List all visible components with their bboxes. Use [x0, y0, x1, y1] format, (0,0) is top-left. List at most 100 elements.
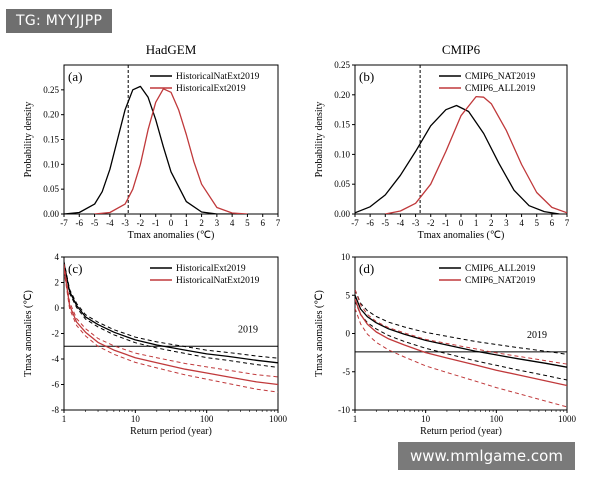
y-tick-label: -2 [52, 329, 60, 339]
panel-label: (a) [68, 69, 82, 84]
series-bound-0 [355, 289, 567, 355]
x-tick-label: 7 [565, 218, 570, 228]
series-line-0 [355, 104, 560, 214]
x-tick-label: 100 [200, 414, 214, 424]
chart-panel-a: HadGEM -7 -6 -5 -4 -3 -2 -1 0 1 2 3 4 5 6 7 0.00 0.05 0.10… [23, 42, 281, 241]
y-tick-label: -4 [52, 354, 60, 364]
panel-title: HadGEM [146, 42, 197, 57]
x-tick-label: -2 [427, 218, 435, 228]
x-tick-label: 4 [230, 218, 235, 228]
y-tick-label: 0.20 [43, 110, 59, 120]
series-line-1 [64, 267, 278, 386]
y-tick-label: 4 [55, 252, 60, 262]
x-tick-label: -1 [442, 218, 450, 228]
x-tick-label: -5 [91, 218, 99, 228]
chart-panel-b: CMIP6 -7 -6 -5 -4 -3 -2 -1 0 1 2 3 4 5 6 7 0.00 0.05 0.10 0… [314, 42, 570, 241]
y-tick-label: 0.05 [43, 184, 59, 194]
x-tick-label: 100 [490, 414, 504, 424]
legend-label-0: CMIP6_ALL2019 [465, 264, 535, 274]
y-axis-label: Tmax anomalies (℃) [314, 290, 325, 377]
series-line-0 [355, 295, 567, 368]
series-bound-1 [64, 263, 278, 378]
x-tick-label: -3 [121, 218, 129, 228]
y-tick-label: 0.00 [43, 209, 59, 219]
series-bound-0 [64, 261, 278, 359]
x-tick-label: -1 [152, 218, 160, 228]
series-bound-1 [355, 308, 567, 408]
x-tick-label: 1 [184, 218, 189, 228]
panel-label: (c) [68, 261, 82, 276]
x-axis-label: Tmax anomalies (℃) [418, 230, 505, 241]
x-tick-label: 3 [215, 218, 220, 228]
annotation-2019: 2019 [527, 330, 547, 341]
watermark-top: TG: MYYJJPP [6, 9, 113, 33]
y-tick-label: 0.15 [43, 135, 59, 145]
series-line-0 [64, 85, 233, 214]
x-tick-label: -4 [397, 218, 405, 228]
series-bound-0 [355, 300, 567, 381]
x-tick-label: 5 [534, 218, 539, 228]
x-tick-label: 6 [260, 218, 265, 228]
watermark-bottom: www.mmlgame.com [398, 442, 575, 470]
y-axis-label: Tmax anomalies (℃) [23, 290, 34, 377]
x-tick-label: 10 [131, 414, 141, 424]
y-tick-label: 0.20 [334, 90, 350, 100]
legend-label-0: HistoricalNatExt2019 [176, 72, 260, 82]
y-tick-label: 10 [341, 252, 351, 262]
x-tick-label: 4 [519, 218, 524, 228]
x-axis-label: Return period (year) [420, 426, 502, 437]
series-bound-0 [64, 265, 278, 368]
x-tick-label: 10 [421, 414, 431, 424]
x-tick-label: 1000 [558, 414, 577, 424]
x-axis-label: Return period (year) [130, 426, 212, 437]
x-tick-label: 3 [504, 218, 509, 228]
x-tick-label: -4 [106, 218, 114, 228]
y-tick-label: 0.10 [43, 159, 59, 169]
y-tick-label: 0.15 [334, 120, 350, 130]
panel-label: (d) [359, 261, 374, 276]
series-bound-1 [355, 289, 567, 365]
y-tick-label: -6 [52, 380, 60, 390]
chart-panel-c: 1 10 100 1000 4 2 0 -2 -4 -6 -8 Return period (year… [23, 252, 288, 437]
series-line-1 [385, 95, 567, 214]
y-tick-label: 0.25 [43, 85, 59, 95]
legend-label-0: CMIP6_NAT2019 [465, 72, 535, 82]
y-tick-label: -5 [343, 367, 351, 377]
x-tick-label: -3 [412, 218, 420, 228]
y-tick-label: -8 [52, 405, 60, 415]
y-tick-label: 0 [346, 329, 351, 339]
x-tick-label: 5 [245, 218, 250, 228]
x-axis-label: Tmax anomalies (℃) [128, 230, 215, 241]
x-tick-label: -2 [137, 218, 145, 228]
y-tick-label: 0.00 [334, 209, 350, 219]
x-tick-label: -7 [60, 218, 68, 228]
panel-title: CMIP6 [442, 42, 481, 57]
y-tick-label: 5 [346, 290, 351, 300]
y-axis-label: Probability density [314, 102, 325, 178]
x-tick-label: 1 [353, 414, 358, 424]
legend-label-1: CMIP6_NAT2019 [465, 276, 535, 286]
chart-panel-d: 1 10 100 1000 10 5 0 -5 -10 Return period (year) T… [314, 252, 577, 437]
x-tick-label: 1000 [269, 414, 288, 424]
x-tick-label: -6 [366, 218, 374, 228]
x-tick-label: 1 [474, 218, 479, 228]
annotation-2019: 2019 [238, 324, 258, 335]
legend-label-1: HistoricalExt2019 [176, 84, 246, 94]
y-tick-label: 0.05 [334, 179, 350, 189]
x-tick-label: -5 [382, 218, 390, 228]
x-tick-label: 0 [169, 218, 174, 228]
x-tick-label: 6 [550, 218, 555, 228]
x-tick-label: 2 [489, 218, 494, 228]
series-line-1 [355, 298, 567, 387]
x-tick-label: 2 [199, 218, 204, 228]
legend-label-1: CMIP6_ALL2019 [465, 84, 535, 94]
legend-label-1: HistoricalNatExt2019 [176, 276, 260, 286]
series-bound-1 [64, 270, 278, 393]
legend-label-0: HistoricalExt2019 [176, 264, 246, 274]
y-tick-label: -10 [338, 405, 350, 415]
series-line-1 [94, 88, 248, 214]
x-tick-label: -6 [76, 218, 84, 228]
series-line-0 [64, 263, 278, 364]
x-tick-label: 1 [62, 414, 67, 424]
